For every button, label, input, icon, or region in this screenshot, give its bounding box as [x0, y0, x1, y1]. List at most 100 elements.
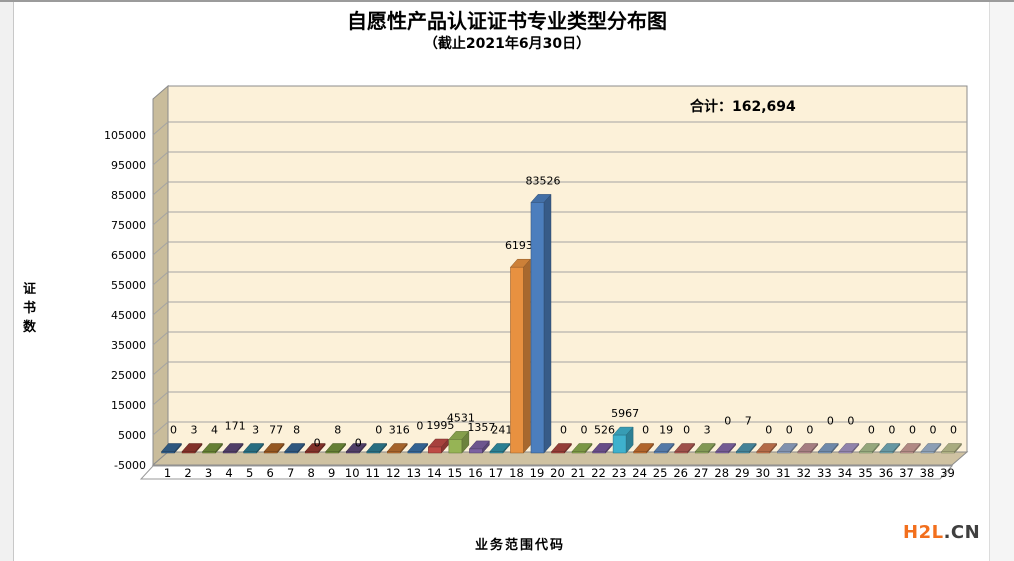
bar [448, 439, 463, 454]
bar-side-face [523, 258, 531, 454]
y-tick-label: 65000 [111, 249, 146, 262]
x-tick-label: 9 [328, 466, 335, 480]
bar-value-label: 3 [704, 424, 711, 437]
y-tick-label: 25000 [111, 369, 146, 382]
bar [304, 451, 319, 454]
bar-value-label: 0 [642, 424, 649, 437]
bar [592, 451, 606, 454]
bar-value-label: 0 [909, 424, 916, 437]
bar-value-label: 7 [745, 415, 752, 428]
y-tick-label: 55000 [111, 279, 146, 292]
wall-tick-line [152, 331, 169, 346]
x-tick-label: 2 [184, 466, 191, 480]
bar [243, 451, 257, 454]
bar [284, 451, 298, 454]
bar-value-label: 4 [211, 424, 218, 437]
bar [612, 434, 627, 454]
site-watermark[interactable]: H2L.CN [903, 522, 980, 543]
x-tick-label: 6 [266, 466, 273, 480]
bar-value-label: 0 [355, 437, 362, 450]
bar [633, 451, 647, 454]
y-tick-label: 5000 [118, 429, 146, 442]
wall-tick-line [152, 271, 169, 286]
bar-value-label: 4531 [447, 411, 475, 424]
y-tick-label: 75000 [111, 219, 146, 232]
x-tick-label: 28 [714, 466, 729, 480]
bar-value-label: 0 [170, 424, 177, 437]
bar [202, 451, 216, 454]
y-tick-label: 95000 [111, 159, 146, 172]
bar-value-label: 0 [683, 424, 690, 437]
bar-value-label: 8 [334, 424, 341, 437]
x-tick-label: 34 [838, 466, 853, 480]
bar [859, 451, 873, 454]
bar [756, 451, 771, 454]
x-tick-label: 4 [225, 466, 232, 480]
watermark-suffix: .CN [943, 522, 981, 543]
watermark-brand: H2L [903, 522, 944, 543]
bar-value-label: 0 [724, 415, 731, 428]
chart-subtitle: （截止2021年6月30日） [423, 36, 591, 52]
wall-tick-line [152, 391, 169, 406]
x-axis-strip [139, 465, 954, 480]
bar [222, 451, 237, 454]
bar [674, 451, 688, 454]
wall-tick-line [152, 211, 169, 226]
x-tick-label: 37 [899, 466, 914, 480]
bar [263, 451, 278, 454]
bar [530, 202, 545, 454]
x-tick-label: 39 [940, 466, 955, 480]
page-left-gutter [0, 0, 14, 561]
x-tick-label: 29 [735, 466, 750, 480]
bar-value-label: 3 [252, 424, 259, 437]
bar [345, 451, 360, 454]
wall-tick-line [152, 121, 169, 136]
bar [653, 451, 668, 454]
x-tick-label: 21 [571, 466, 586, 480]
bar-value-label: 0 [375, 424, 382, 437]
x-tick-label: 22 [591, 466, 606, 480]
bar-value-label: 0 [581, 424, 588, 437]
bar [941, 451, 955, 454]
wall-tick-line [152, 421, 169, 436]
bar [920, 451, 935, 454]
x-tick-label: 36 [879, 466, 894, 480]
page-right-gutter [989, 0, 1014, 561]
bar [510, 266, 524, 454]
bar [735, 451, 750, 454]
bar [469, 448, 483, 454]
x-tick-label: 19 [530, 466, 545, 480]
x-tick-label: 7 [287, 466, 294, 480]
bar [777, 451, 791, 454]
bar-value-label: 19 [659, 424, 673, 437]
bar-value-label: 77 [269, 424, 283, 437]
x-tick-label: 17 [489, 466, 504, 480]
total-label: 合计：162,694 [690, 98, 796, 115]
x-tick-label: 8 [308, 466, 315, 480]
bar-value-label: 0 [786, 424, 793, 437]
bar [161, 451, 175, 454]
bar-value-label: 0 [950, 424, 957, 437]
x-tick-label: 5 [246, 466, 253, 480]
bar [571, 451, 586, 454]
bar-value-label: 0 [929, 424, 936, 437]
bar-value-label: 0 [765, 424, 772, 437]
x-tick-label: 32 [796, 466, 811, 480]
x-tick-label: 31 [776, 466, 791, 480]
bar-value-label: 0 [806, 424, 813, 437]
bar [325, 451, 339, 454]
bar-value-label: 1995 [426, 419, 454, 432]
x-tick-label: 23 [612, 466, 627, 480]
chart-title: 自愿性产品认证证书专业类型分布图 [347, 9, 667, 33]
x-tick-label: 10 [345, 466, 360, 480]
x-tick-label: 20 [550, 466, 565, 480]
bar-value-label: 1357 [467, 421, 495, 434]
bar-value-label: 83526 [525, 174, 560, 187]
bar-value-label: 3 [191, 424, 198, 437]
bar-value-label: 526 [594, 423, 615, 436]
x-tick-label: 24 [632, 466, 647, 480]
x-tick-label: 3 [205, 466, 212, 480]
bar-value-label: 0 [888, 424, 895, 437]
